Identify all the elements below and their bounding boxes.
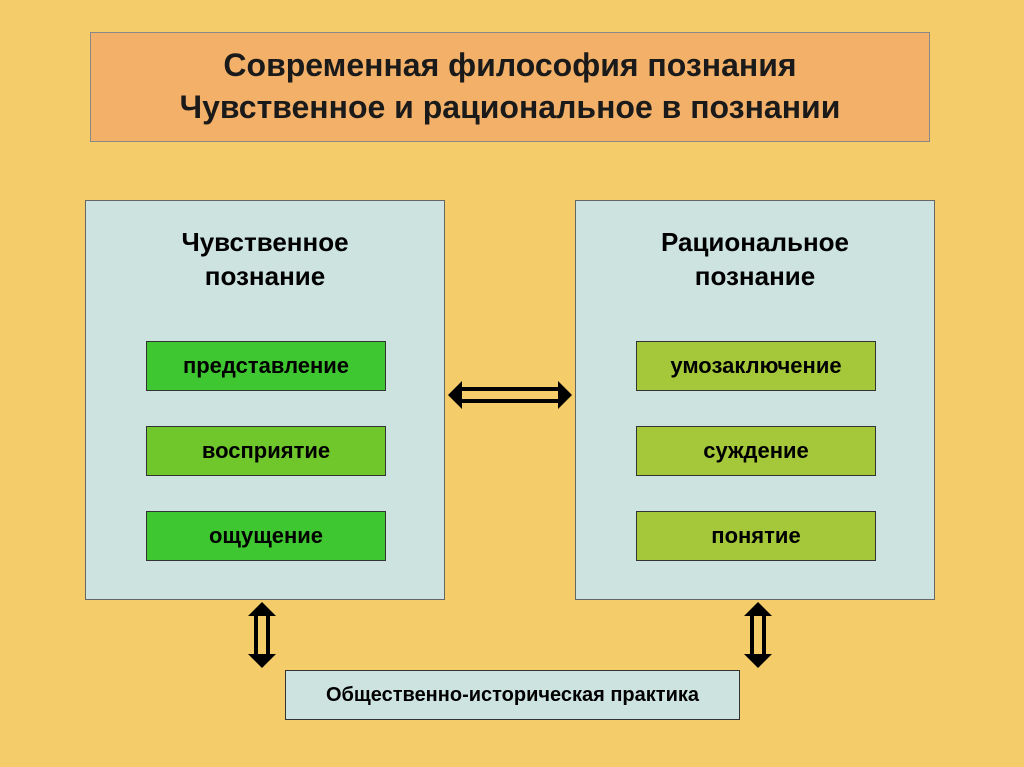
middle-double-arrow [448,395,572,396]
left-vertical-arrow [262,602,263,668]
title-line-1: Современная философия познания [180,45,841,87]
left_panel-panel-title: Чувственное познание [86,226,444,294]
title-line-2: Чувственное и рациональное в познании [180,87,841,129]
right_panel-item: умозаключение [636,341,876,391]
right_panel-item: понятие [636,511,876,561]
bottom-box: Общественно-историческая практика [285,670,740,720]
main-title: Современная философия познанияЧувственно… [90,32,930,142]
right_panel-panel-title: Рациональное познание [576,226,934,294]
right_panel-panel: Рациональное познание умозаключение сужден… [575,200,935,600]
left_panel-panel: Чувственное познание представление восприя… [85,200,445,600]
left_panel-item: ощущение [146,511,386,561]
right_panel-item: суждение [636,426,876,476]
left_panel-item: восприятие [146,426,386,476]
diagram-canvas: Современная философия познанияЧувственно… [0,0,1024,767]
left_panel-item: представление [146,341,386,391]
right-vertical-arrow [758,602,759,668]
